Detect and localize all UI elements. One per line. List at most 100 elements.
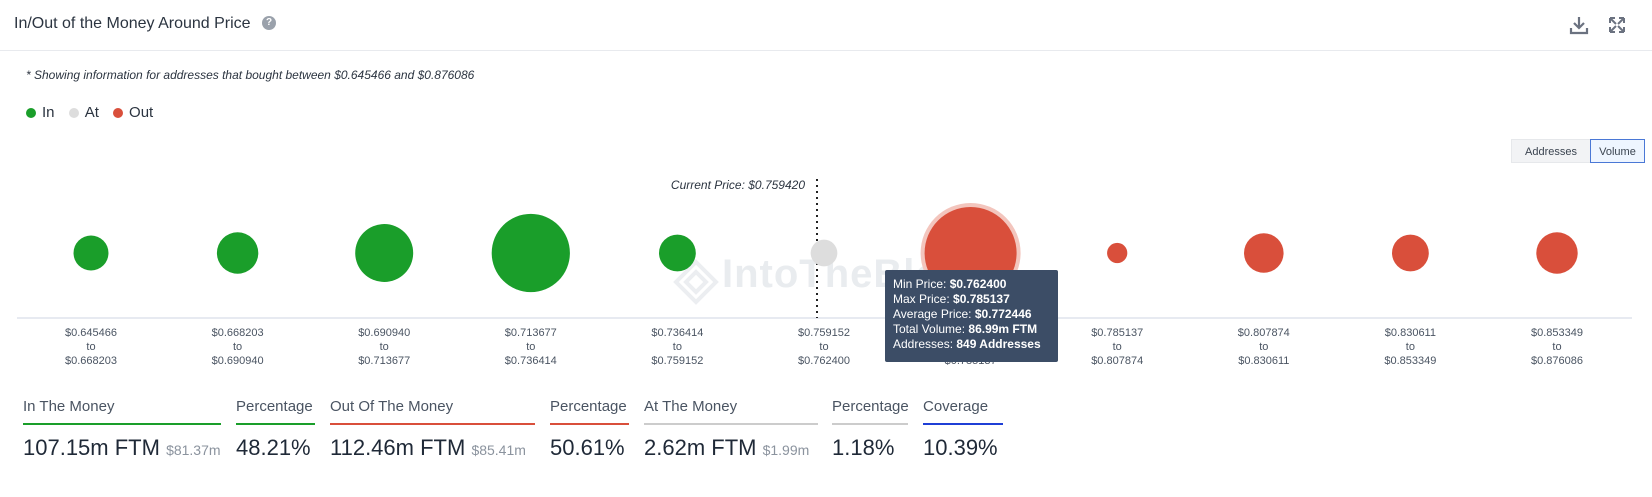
widget-title: In/Out of the Money Around Price bbox=[14, 15, 251, 32]
stats-row: In The Money 107.15m FTM $81.37m Percent… bbox=[0, 398, 1652, 497]
stat-value: 50.61% bbox=[550, 435, 625, 460]
stat-at-percentage: Percentage 1.18% bbox=[832, 398, 909, 461]
stat-value: 10.39% bbox=[923, 435, 998, 460]
legend-dot-out bbox=[113, 107, 124, 118]
stat-label: Coverage bbox=[923, 398, 989, 415]
tooltip-max-price-value: $0.785137 bbox=[953, 292, 1010, 306]
stat-sub-value: $1.99m bbox=[762, 442, 810, 458]
stat-underline bbox=[550, 423, 629, 425]
tick-label-11-3: $0.876086 bbox=[1531, 355, 1583, 367]
bubble-10[interactable] bbox=[1392, 234, 1429, 272]
stat-label: Percentage bbox=[832, 398, 909, 415]
bubble-8[interactable] bbox=[1107, 242, 1128, 264]
stat-value-text: 2.62m FTM bbox=[644, 435, 757, 460]
download-icon[interactable] bbox=[1568, 14, 1590, 36]
stat-value-text: 112.46m FTM bbox=[330, 435, 466, 460]
tick-label-6-3: $0.762400 bbox=[798, 355, 850, 367]
tooltip-min-price: Min Price: $0.762400 bbox=[893, 277, 1058, 292]
tick-label-9-3: $0.830611 bbox=[1238, 355, 1289, 367]
bubble-4[interactable] bbox=[491, 213, 570, 293]
bubbles-group bbox=[73, 203, 1578, 303]
legend-dot-in bbox=[26, 107, 36, 118]
tooltip-min-price-value: $0.762400 bbox=[949, 277, 1007, 291]
tick-label-8-1: $0.785137 bbox=[1091, 327, 1143, 339]
tick-label-3-2: to bbox=[380, 341, 389, 353]
tick-label-8-2: to bbox=[1113, 341, 1122, 353]
tick-label-8-3: $0.807874 bbox=[1091, 355, 1143, 367]
bubble-5[interactable] bbox=[659, 234, 696, 272]
stat-label: In The Money bbox=[23, 398, 115, 415]
bubble-3[interactable] bbox=[355, 224, 414, 282]
stat-underline bbox=[644, 423, 818, 425]
tick-label-2-3: $0.690940 bbox=[212, 355, 264, 367]
stat-value: 1.18% bbox=[832, 435, 895, 460]
tick-label-10-3: $0.853349 bbox=[1384, 355, 1436, 367]
bubble-11[interactable] bbox=[1536, 232, 1578, 274]
addresses-toggle[interactable]: Addresses bbox=[1511, 139, 1591, 163]
tooltip-volume: Total Volume: 86.99m FTM bbox=[893, 322, 1058, 337]
tick-label-6-1: $0.759152 bbox=[798, 327, 850, 339]
stat-in-the-money: In The Money 107.15m FTM $81.37m bbox=[23, 398, 221, 461]
tick-label-5-3: $0.759152 bbox=[651, 355, 703, 367]
legend: In At Out bbox=[26, 104, 163, 122]
bubble-1[interactable] bbox=[73, 235, 109, 271]
tooltip-avg-price-label: Average Price: bbox=[893, 307, 972, 321]
range-note: * Showing information for addresses that… bbox=[26, 68, 475, 82]
tick-label-1-3: $0.668203 bbox=[65, 355, 117, 367]
tooltip-addresses-label: Addresses: bbox=[893, 337, 954, 351]
legend-dot-at bbox=[68, 107, 79, 118]
legend-label-at: At bbox=[84, 104, 99, 121]
bubble-9[interactable] bbox=[1244, 233, 1284, 273]
legend-label-in: In bbox=[42, 104, 55, 121]
stat-value: 112.46m FTM $85.41m bbox=[330, 435, 535, 461]
tick-label-4-1: $0.713677 bbox=[505, 327, 557, 339]
stat-underline bbox=[23, 423, 221, 425]
help-icon[interactable]: ? bbox=[262, 16, 276, 30]
tick-label-9-1: $0.807874 bbox=[1238, 327, 1290, 339]
tick-label-2-1: $0.668203 bbox=[212, 327, 264, 339]
tooltip-volume-value: 86.99m FTM bbox=[968, 322, 1038, 336]
stat-in-percentage: Percentage 48.21% bbox=[236, 398, 315, 461]
bubble-2[interactable] bbox=[216, 232, 259, 274]
bubble-chart: Current Price: $0.759420 $0.645466to$0.6… bbox=[17, 178, 1632, 367]
stat-label: Percentage bbox=[236, 398, 313, 415]
legend-item-in[interactable]: In bbox=[26, 104, 55, 121]
tooltip-addresses-value: 849 Addresses bbox=[956, 337, 1041, 351]
tooltip-avg-price-value: $0.772446 bbox=[974, 307, 1032, 321]
stat-underline bbox=[923, 423, 1003, 425]
tooltip-min-price-label: Min Price: bbox=[893, 277, 947, 291]
legend-item-at[interactable]: At bbox=[68, 104, 99, 121]
tick-label-4-3: $0.736414 bbox=[505, 355, 557, 367]
tick-label-3-3: $0.713677 bbox=[358, 355, 410, 367]
stat-underline bbox=[330, 423, 535, 425]
tick-label-10-1: $0.830611 bbox=[1385, 327, 1436, 339]
legend-item-out[interactable]: Out bbox=[113, 104, 153, 121]
tick-label-4-2: to bbox=[526, 341, 535, 353]
tooltip-max-price-label: Max Price: bbox=[893, 292, 950, 306]
watermark-logo-icon bbox=[673, 259, 719, 305]
stat-label: Percentage bbox=[550, 398, 627, 415]
tick-label-9-2: to bbox=[1259, 341, 1268, 353]
tooltip-max-price: Max Price: $0.785137 bbox=[893, 292, 1058, 307]
tick-label-1-1: $0.645466 bbox=[65, 327, 117, 339]
stat-underline bbox=[236, 423, 315, 425]
stat-out-percentage: Percentage 50.61% bbox=[550, 398, 629, 461]
stat-value-text: 107.15m FTM bbox=[23, 435, 160, 460]
tick-labels-group: $0.645466 to $0.668203 $0.668203 to $0.690940… bbox=[65, 327, 1583, 367]
bubble-6[interactable] bbox=[810, 239, 838, 267]
tooltip-volume-label: Total Volume: bbox=[893, 322, 966, 336]
stat-coverage: Coverage 10.39% bbox=[923, 398, 1003, 461]
tick-label-1-2: to bbox=[86, 341, 95, 353]
tooltip-addresses: Addresses: 849 Addresses bbox=[893, 337, 1058, 352]
expand-icon[interactable] bbox=[1606, 14, 1628, 36]
tick-label-5-2: to bbox=[673, 341, 682, 353]
legend-label-out: Out bbox=[129, 104, 154, 121]
tick-label-11-1: $0.853349 bbox=[1531, 327, 1583, 339]
stat-sub-value: $81.37m bbox=[166, 442, 221, 458]
stat-value: 2.62m FTM $1.99m bbox=[644, 435, 818, 461]
stat-label: Out Of The Money bbox=[330, 398, 454, 415]
tick-label-6-2: to bbox=[819, 341, 828, 353]
tooltip-avg-price: Average Price: $0.772446 bbox=[893, 307, 1058, 322]
stat-sub-value: $85.41m bbox=[471, 442, 526, 458]
volume-toggle[interactable]: Volume bbox=[1590, 139, 1645, 163]
